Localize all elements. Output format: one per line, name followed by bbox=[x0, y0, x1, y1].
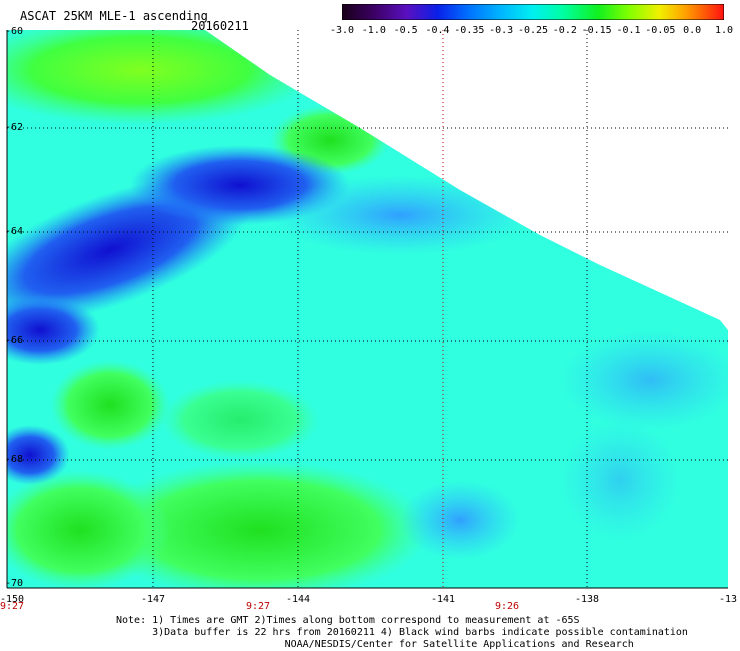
colorbar-label: -0.3 bbox=[489, 25, 514, 36]
colorbar-label: -0.05 bbox=[645, 25, 676, 36]
colorbar-label: -0.1 bbox=[616, 25, 641, 36]
lat-label-60: -60 bbox=[5, 26, 24, 37]
note-line-3: NOAA/NESDIS/Center for Satellite Applica… bbox=[116, 639, 634, 650]
colorbar-label: -0.15 bbox=[581, 25, 612, 36]
lat-label-70: -70 bbox=[5, 578, 24, 589]
lat-label-62: -62 bbox=[5, 122, 24, 133]
colorbar-label: -0.25 bbox=[517, 25, 549, 36]
time-label-left: 9:27 bbox=[0, 601, 25, 612]
colorbar-label: -0.5 bbox=[393, 25, 418, 36]
lon-label-138: -138 bbox=[574, 594, 600, 605]
colorbar-label: -0.2 bbox=[552, 25, 577, 36]
colorbar-label: 0.0 bbox=[683, 25, 702, 36]
lon-label-141: -141 bbox=[430, 594, 456, 605]
time-label-right: 9:26 bbox=[494, 601, 520, 612]
colorbar-label: -1.0 bbox=[361, 25, 386, 36]
product-title: ASCAT 25KM MLE-1 ascending bbox=[20, 9, 208, 23]
lon-label-147: -147 bbox=[140, 594, 166, 605]
colorbar bbox=[342, 4, 724, 20]
footer-note: Note: 1) Times are GMT 2)Times along bot… bbox=[116, 615, 688, 651]
colorbar-label: -0.35 bbox=[454, 25, 485, 36]
lon-label-150: -150 bbox=[0, 594, 25, 605]
latitude-gridlines bbox=[7, 127, 728, 461]
note-line-2: 3)Data buffer is 22 hrs from 20160211 4)… bbox=[116, 627, 688, 638]
note-line-1: Note: 1) Times are GMT 2)Times along bot… bbox=[116, 615, 580, 626]
lat-label-66: -66 bbox=[5, 335, 24, 346]
lon-label-144: -144 bbox=[285, 594, 311, 605]
swath-data bbox=[7, 30, 728, 588]
product-date: 20160211 bbox=[191, 19, 249, 33]
colorbar-label: -0.4 bbox=[425, 25, 450, 36]
lat-label-68: -68 bbox=[5, 454, 24, 465]
time-label-middle: 9:27 bbox=[245, 601, 271, 612]
lon-label-135: -13 bbox=[718, 594, 738, 605]
colorbar-label: -3.0 bbox=[329, 25, 355, 36]
longitude-gridlines bbox=[152, 30, 588, 588]
lat-label-64: -64 bbox=[5, 226, 24, 237]
colorbar-label: 1.0 bbox=[714, 25, 734, 36]
